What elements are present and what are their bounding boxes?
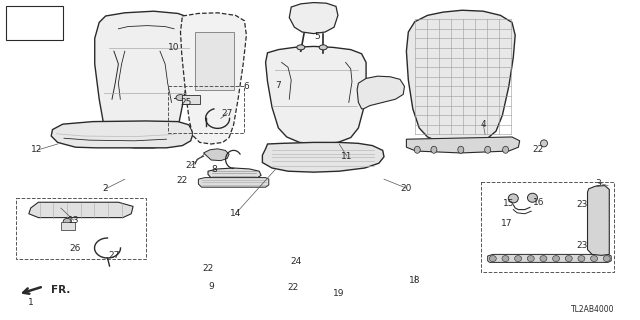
- Bar: [168, 86, 244, 133]
- Text: TL2AB4000: TL2AB4000: [571, 305, 614, 314]
- Text: 25: 25: [180, 98, 191, 107]
- Text: 18: 18: [409, 276, 420, 285]
- Text: 21: 21: [185, 161, 196, 170]
- Text: 17: 17: [501, 219, 513, 228]
- Bar: [6, 6, 63, 40]
- Polygon shape: [588, 186, 609, 255]
- Ellipse shape: [502, 146, 509, 153]
- Polygon shape: [357, 76, 404, 109]
- Text: 11: 11: [341, 152, 353, 161]
- Text: 2: 2: [103, 184, 108, 193]
- Polygon shape: [208, 168, 261, 181]
- Polygon shape: [198, 178, 269, 187]
- Text: 19: 19: [333, 289, 345, 298]
- Ellipse shape: [319, 45, 327, 50]
- Text: 22: 22: [202, 264, 214, 273]
- Ellipse shape: [565, 256, 572, 261]
- Polygon shape: [29, 202, 133, 218]
- Text: 20: 20: [401, 184, 412, 193]
- Text: 7: 7: [276, 81, 281, 90]
- Bar: [16, 198, 146, 259]
- Text: 5: 5: [314, 32, 319, 41]
- Ellipse shape: [490, 256, 496, 261]
- Text: 22: 22: [177, 176, 188, 185]
- Polygon shape: [95, 11, 197, 148]
- Text: 22: 22: [287, 283, 299, 292]
- Ellipse shape: [540, 256, 547, 261]
- Ellipse shape: [176, 95, 185, 100]
- Ellipse shape: [414, 146, 420, 153]
- Polygon shape: [488, 254, 611, 262]
- Bar: [61, 222, 75, 230]
- Ellipse shape: [552, 256, 559, 261]
- Polygon shape: [289, 3, 338, 34]
- Polygon shape: [262, 142, 384, 172]
- Ellipse shape: [527, 193, 538, 202]
- Polygon shape: [195, 32, 234, 90]
- Ellipse shape: [578, 256, 585, 261]
- Polygon shape: [204, 149, 229, 161]
- Text: 12: 12: [31, 145, 43, 154]
- Text: 15: 15: [503, 199, 515, 208]
- Text: FR.: FR.: [51, 284, 70, 295]
- Text: 26: 26: [70, 244, 81, 252]
- Ellipse shape: [484, 146, 491, 153]
- Bar: [182, 95, 200, 104]
- Text: 24: 24: [290, 257, 301, 266]
- Ellipse shape: [431, 146, 437, 153]
- Polygon shape: [406, 137, 520, 153]
- Ellipse shape: [63, 219, 71, 224]
- Ellipse shape: [527, 256, 534, 261]
- Text: 27: 27: [108, 251, 120, 260]
- Text: 27: 27: [221, 109, 233, 118]
- Polygon shape: [266, 46, 366, 144]
- Text: 10: 10: [168, 43, 180, 52]
- Text: 13: 13: [68, 216, 79, 225]
- Polygon shape: [406, 10, 515, 145]
- Text: 23: 23: [577, 200, 588, 209]
- Ellipse shape: [502, 256, 509, 261]
- Text: 6: 6: [244, 82, 249, 91]
- Ellipse shape: [541, 140, 547, 147]
- Text: 14: 14: [230, 209, 241, 218]
- Ellipse shape: [508, 194, 518, 203]
- Text: 9: 9: [209, 282, 214, 291]
- Ellipse shape: [458, 146, 464, 153]
- Ellipse shape: [604, 256, 610, 261]
- Text: 3: 3: [596, 179, 601, 188]
- Polygon shape: [51, 121, 193, 148]
- Bar: [481, 182, 614, 272]
- Text: 8: 8: [212, 165, 217, 174]
- Polygon shape: [180, 13, 246, 144]
- Text: 22: 22: [532, 145, 543, 154]
- Text: 1: 1: [28, 298, 33, 307]
- Ellipse shape: [297, 45, 305, 50]
- Text: 23: 23: [577, 241, 588, 250]
- Ellipse shape: [591, 256, 598, 261]
- Text: 4: 4: [481, 120, 486, 129]
- Text: 16: 16: [533, 198, 545, 207]
- Ellipse shape: [515, 256, 522, 261]
